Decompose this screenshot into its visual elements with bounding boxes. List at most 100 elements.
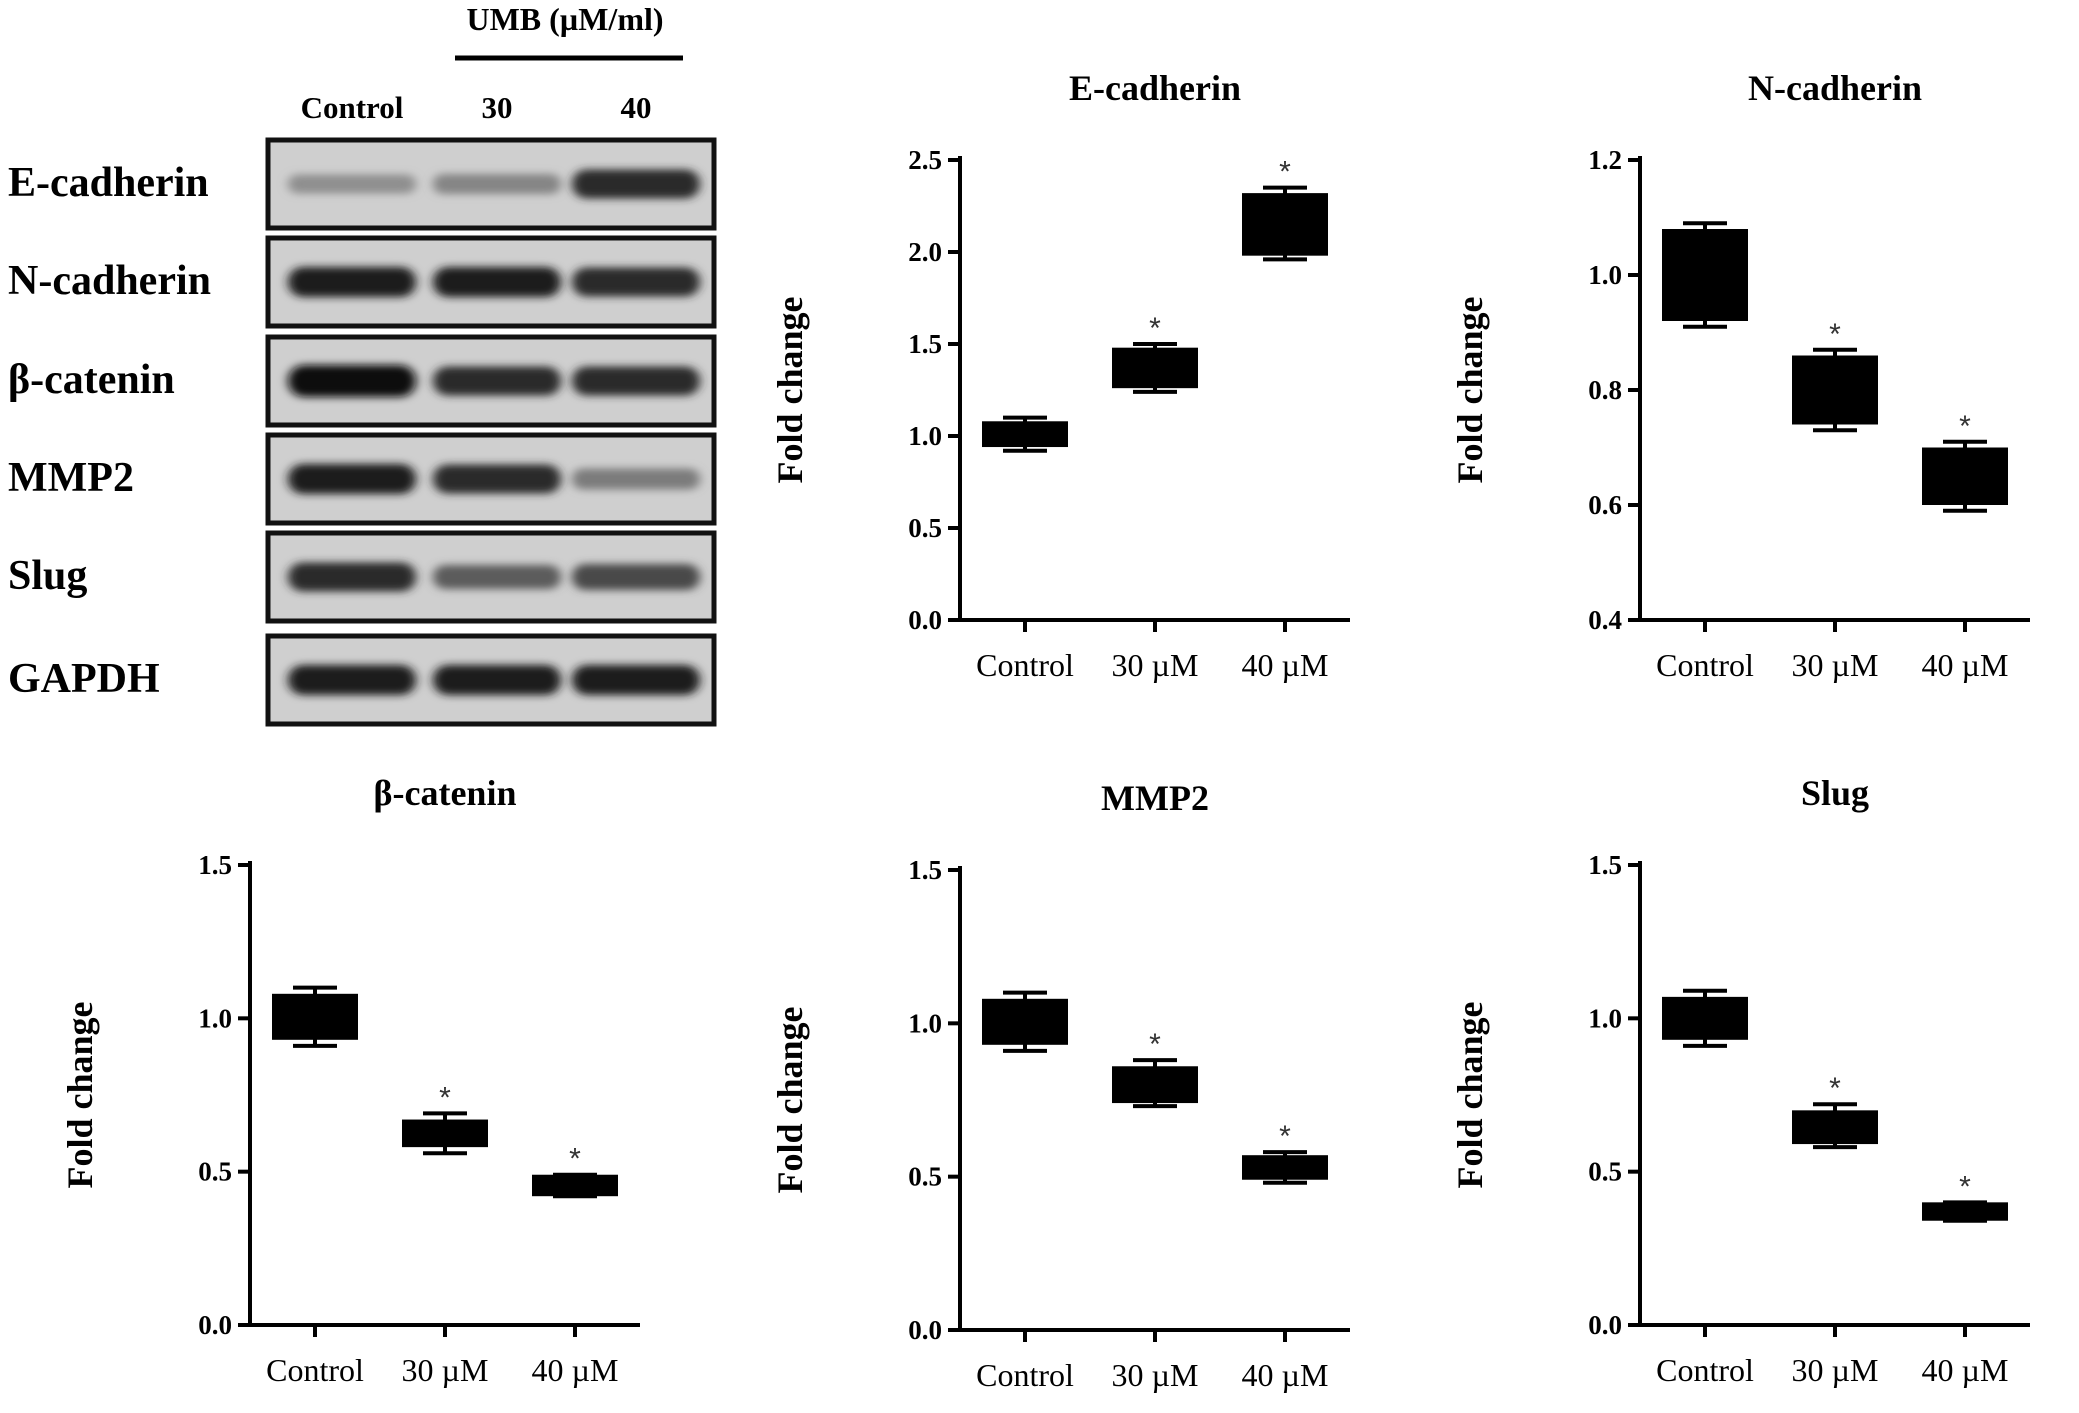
- chart-beta-catenin: β-catenin Fold change 0.0 0.5 1.0 1.5 Control 3…: [60, 765, 680, 1405]
- box-40-um: *: [1242, 156, 1328, 262]
- y-tick-label: 1.0: [1588, 1003, 1622, 1033]
- box-body: [532, 1174, 618, 1197]
- blot-band: [288, 174, 416, 194]
- box-control: [1662, 221, 1748, 329]
- lane-label-30: 30: [482, 90, 513, 125]
- box-control: [982, 415, 1068, 453]
- y-tick-label: 0.0: [1588, 1310, 1622, 1340]
- blot-band: [572, 267, 700, 297]
- y-tick-label: 1.5: [198, 850, 232, 880]
- y-tick-label: 0.6: [1588, 490, 1622, 520]
- y-tick-label: 0.0: [908, 605, 942, 635]
- chart-title: N-cadherin: [1748, 68, 1922, 108]
- y-axis-title: Fold change: [1450, 296, 1490, 483]
- box-control: [272, 985, 358, 1048]
- box-30-um: *: [402, 1081, 488, 1156]
- x-tick-label-30-um: 30 µM: [1112, 647, 1199, 683]
- significance-marker: *: [1279, 1120, 1291, 1153]
- blot-row-label: Slug: [8, 553, 87, 599]
- box-30-um: *: [1112, 1028, 1198, 1109]
- x-tick-label-control: Control: [976, 647, 1074, 683]
- y-tick-label: 1.0: [198, 1003, 232, 1033]
- blot-row-label: GAPDH: [8, 656, 160, 702]
- y-tick-label: 2.0: [908, 237, 942, 267]
- x-tick-label-30-um: 30 µM: [1792, 1352, 1879, 1388]
- lane-label-control: Control: [301, 90, 404, 125]
- blot-band: [572, 366, 700, 396]
- chart-title: E-cadherin: [1069, 68, 1241, 108]
- box-body: [1112, 1066, 1198, 1104]
- box-body: [1792, 1110, 1878, 1145]
- y-tick-label: 1.2: [1588, 145, 1622, 175]
- box-40-um: *: [1922, 1170, 2008, 1223]
- blot-band: [288, 267, 416, 297]
- x-tick-label-30-um: 30 µM: [1792, 647, 1879, 683]
- blot-row-slug: Slug: [8, 530, 717, 624]
- significance-marker: *: [1829, 1072, 1841, 1105]
- blot-band: [433, 464, 561, 494]
- blot-band: [288, 365, 416, 397]
- significance-marker: *: [569, 1143, 581, 1176]
- chart-mmp2: MMP2 Fold change 0.0 0.5 1.0 1.5 Control 30 µM 4…: [770, 770, 1390, 1410]
- blot-row-label: MMP2: [8, 455, 134, 501]
- y-tick-label: 0.5: [908, 513, 942, 543]
- blot-band: [288, 464, 416, 494]
- box-40-um: *: [532, 1143, 618, 1199]
- significance-marker: *: [439, 1081, 451, 1114]
- x-tick-label-30-um: 30 µM: [1112, 1357, 1199, 1393]
- y-tick-label: 1.5: [908, 329, 942, 359]
- y-tick-label: 1.5: [1588, 850, 1622, 880]
- y-tick-label: 0.0: [198, 1310, 232, 1340]
- box-body: [1242, 193, 1328, 256]
- chart-title: Slug: [1801, 773, 1869, 813]
- box-30-um: *: [1792, 1072, 1878, 1150]
- significance-marker: *: [1829, 318, 1841, 351]
- box-control: [1662, 988, 1748, 1048]
- blot-band: [288, 665, 416, 695]
- box-body: [272, 993, 358, 1040]
- x-tick-label-30-um: 30 µM: [402, 1352, 489, 1388]
- x-tick-label-40-um: 40 µM: [1242, 647, 1329, 683]
- chart-title: MMP2: [1101, 778, 1209, 818]
- blot-band: [433, 565, 561, 589]
- x-tick-label-40-um: 40 µM: [1242, 1357, 1329, 1393]
- box-body: [982, 998, 1068, 1045]
- x-tick-label-control: Control: [1656, 1352, 1754, 1388]
- significance-marker: *: [1279, 156, 1291, 189]
- box-40-um: *: [1922, 410, 2008, 513]
- x-tick-label-40-um: 40 µM: [532, 1352, 619, 1388]
- y-tick-label: 0.5: [908, 1162, 942, 1192]
- box-body: [1662, 996, 1748, 1040]
- y-tick-label: 1.0: [908, 1008, 942, 1038]
- box-body: [1112, 347, 1198, 389]
- western-blot-panel: UMB (µM/ml) Control 30 40 E-cadherin N-cadh…: [8, 1, 717, 727]
- chart-slug: Slug Fold change 0.0 0.5 1.0 1.5 Control 30 µM 4…: [1450, 765, 2070, 1405]
- x-tick-label-40-um: 40 µM: [1922, 1352, 2009, 1388]
- box-body: [982, 421, 1068, 448]
- chart-n-cadherin: N-cadherin Fold change 0.4 0.6 0.8 1.0 1.2 Cont…: [1450, 60, 2070, 700]
- y-tick-label: 0.5: [1588, 1157, 1622, 1187]
- blot-row-label: N-cadherin: [8, 258, 211, 304]
- y-tick-label: 0.4: [1588, 605, 1622, 635]
- blot-band: [572, 665, 700, 695]
- y-axis-title: Fold change: [770, 1006, 810, 1193]
- x-tick-label-control: Control: [976, 1357, 1074, 1393]
- box-40-um: *: [1242, 1120, 1328, 1185]
- blot-band: [433, 366, 561, 396]
- chart-title: β-catenin: [374, 773, 517, 813]
- blot-band: [433, 267, 561, 297]
- box-body: [1792, 355, 1878, 425]
- significance-marker: *: [1959, 410, 1971, 443]
- box-body: [1922, 1202, 2008, 1221]
- blot-row-mmp2: MMP2: [8, 432, 717, 526]
- significance-marker: *: [1959, 1170, 1971, 1203]
- y-tick-label: 1.0: [1588, 260, 1622, 290]
- box-body: [402, 1119, 488, 1148]
- y-axis-title: Fold change: [770, 296, 810, 483]
- blot-band: [433, 665, 561, 695]
- y-tick-label: 0.5: [198, 1157, 232, 1187]
- x-tick-label-control: Control: [1656, 647, 1754, 683]
- blot-row-label: β-catenin: [8, 357, 175, 403]
- blot-band: [572, 468, 700, 490]
- box-30-um: *: [1792, 318, 1878, 433]
